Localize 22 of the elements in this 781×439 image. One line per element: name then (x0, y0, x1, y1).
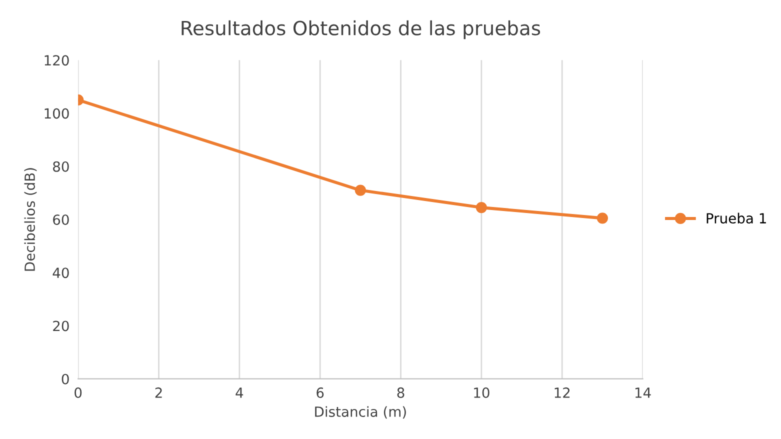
y-tick-label: 120 (44, 55, 69, 66)
y-tick-label: 100 (44, 108, 69, 119)
y-tick-label: 40 (52, 268, 69, 278)
x-tick-label: 8 (397, 387, 404, 398)
y-tick-label: 60 (53, 214, 69, 225)
x-tick-label: 0 (74, 387, 82, 398)
y-tick-label: 0 (62, 374, 69, 384)
chart-title: Resultados Obtenidos de las pruebas (182, 20, 540, 40)
x-tick-label: 14 (635, 388, 651, 398)
x-tick-label: 10 (474, 387, 490, 398)
x-tick-label: 4 (236, 388, 244, 398)
x-axis-title: Distancia (m) (315, 406, 406, 419)
point (476, 202, 487, 214)
point (596, 212, 608, 224)
y-tick-label: 20 (53, 320, 69, 332)
x-tick-label: 12 (554, 387, 570, 398)
point (354, 184, 366, 196)
x-tick-label: 2 (155, 387, 162, 398)
y-tick-label: 80 (53, 161, 69, 172)
y-axis-title: Decibelios (dB) (24, 168, 37, 271)
legend-label: Prueba 1 (706, 212, 766, 224)
x-tick-label: 6 (316, 387, 324, 398)
